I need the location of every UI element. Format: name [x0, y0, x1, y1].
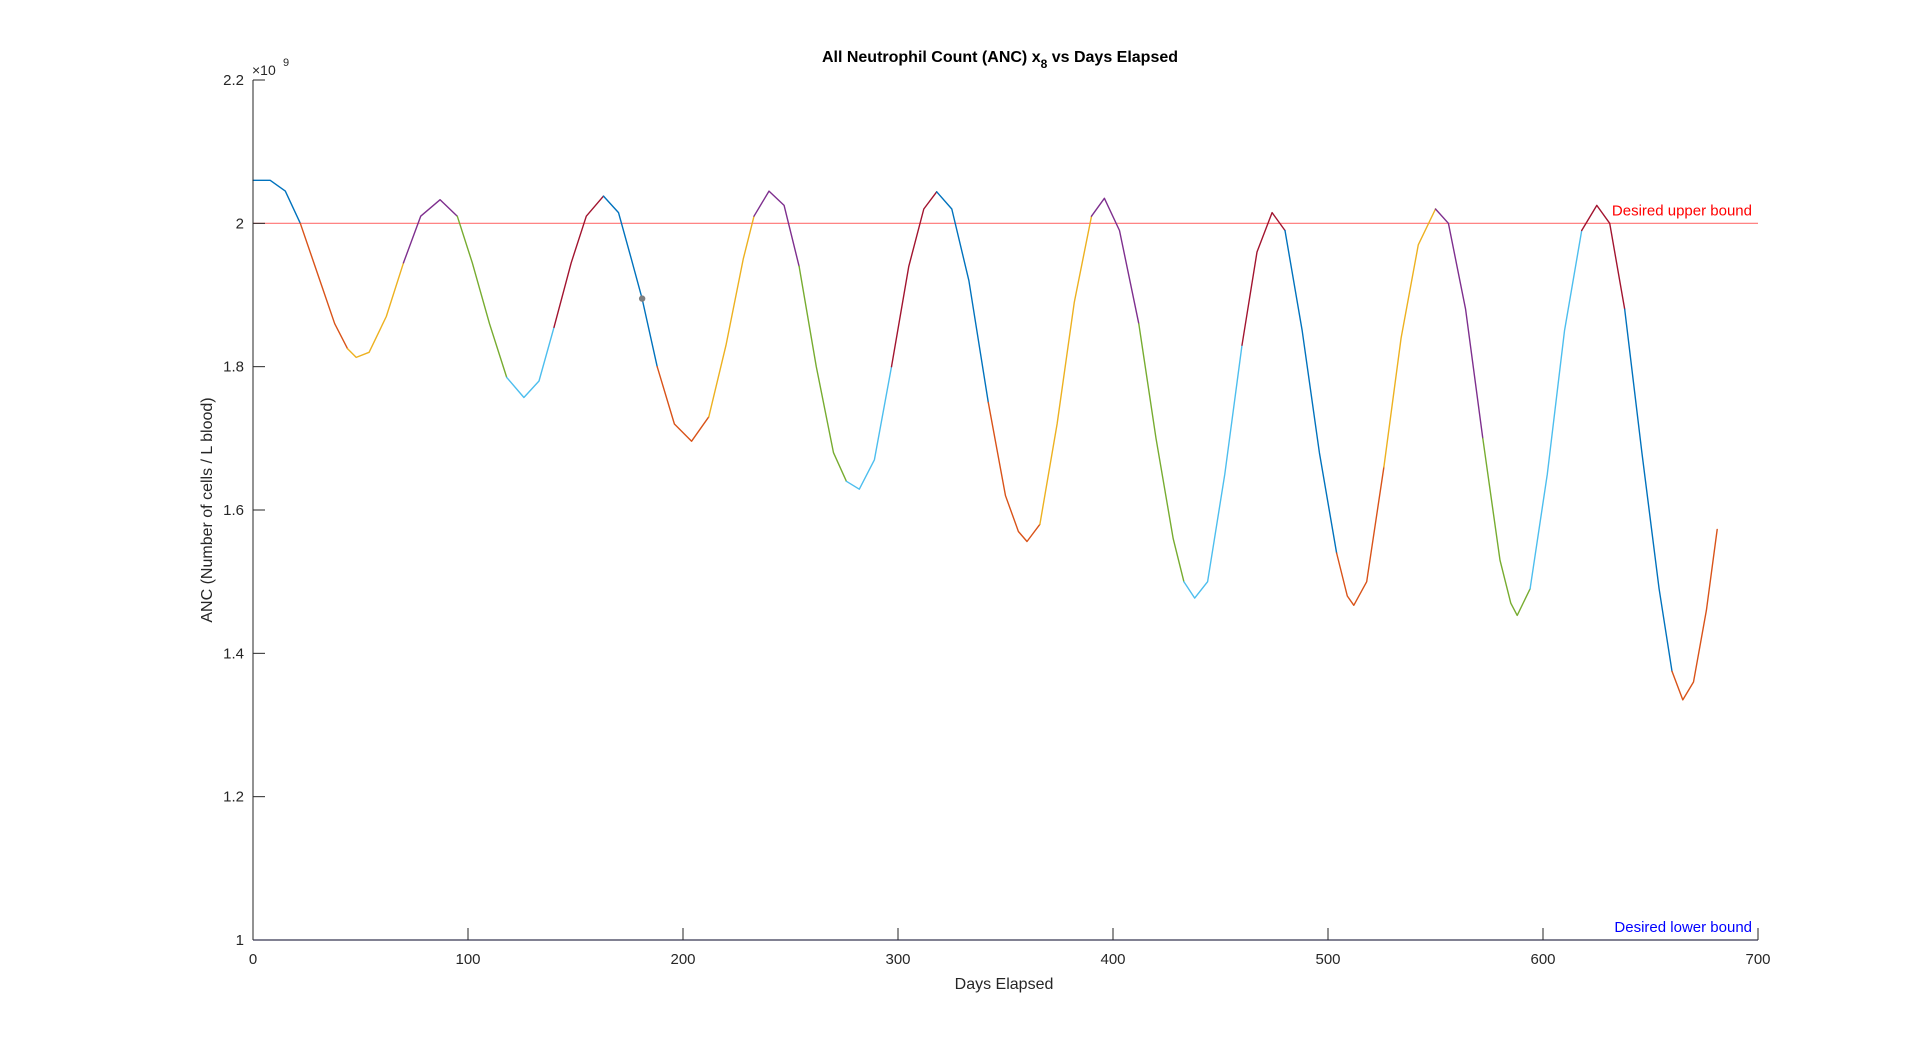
data-marker-layer [638, 295, 646, 302]
x-axis-label: Days Elapsed [955, 976, 1054, 993]
chart-title-rest: vs Days Elapsed [1047, 49, 1178, 66]
curve-segment [936, 191, 989, 404]
chart-title: All Neutrophil Count (ANC) x8 vs Days El… [822, 49, 1178, 71]
curve-segment [402, 199, 458, 264]
curve-segment [456, 215, 508, 379]
x-tick-label: 200 [670, 951, 695, 968]
curve-segment [1581, 204, 1626, 310]
y-exponent-base: ×10 [252, 62, 276, 78]
x-tick-label: 600 [1530, 951, 1555, 968]
curve-segment [602, 195, 658, 368]
curve-segment [1138, 323, 1185, 583]
y-axis-label: ANC (Number of cells / L blood) [199, 397, 216, 622]
curve-segment [299, 222, 349, 350]
curve-segment [1335, 466, 1385, 606]
curve-segment [1183, 344, 1243, 599]
curve-segment [506, 326, 555, 399]
curve-segment [1284, 229, 1338, 554]
x-tick-label: 500 [1315, 951, 1340, 968]
x-tick-label: 300 [885, 951, 910, 968]
y-tick-label: 2 [236, 215, 244, 232]
curve-segment [890, 191, 938, 368]
y-tick-label: 1.4 [223, 645, 244, 662]
curve-segment [1482, 437, 1531, 617]
axes: 0 100 200 300 400 500 600 700 1 1.2 1.4 1.6 1.8 2 2.2 [223, 72, 1770, 968]
curve-segment [252, 179, 301, 224]
y-exponent-label: ×10 9 [252, 57, 289, 78]
y-tick-label: 1 [236, 932, 244, 949]
curve-segment [1039, 215, 1093, 525]
anc-curve [252, 179, 1718, 701]
y-tick-label: 1.6 [223, 502, 244, 519]
y-tick-label: 2.2 [223, 72, 244, 89]
chart-title-main: All Neutrophil Count (ANC) x [822, 49, 1041, 66]
curve-segment [1671, 528, 1718, 701]
curve-segment [1529, 229, 1583, 590]
curve-segment [1434, 208, 1484, 439]
curve-segment [753, 190, 800, 267]
curve-segment [845, 366, 893, 490]
x-tick-label: 700 [1745, 951, 1770, 968]
x-tick-label: 400 [1100, 951, 1125, 968]
curve-segment [798, 265, 848, 482]
curve-segment [987, 401, 1041, 543]
reference-line-label-1: Desired lower bound [1614, 919, 1752, 936]
y-tick-label: 1.8 [223, 359, 244, 376]
curve-segment [553, 195, 605, 328]
x-tick-label: 0 [249, 951, 257, 968]
curve-segment [1241, 211, 1286, 346]
y-tick-label: 1.2 [223, 789, 244, 806]
x-tick-label: 100 [455, 951, 480, 968]
curve-segment [656, 366, 710, 442]
reference-line-label-0: Desired upper bound [1612, 202, 1752, 219]
curve-segment [1624, 308, 1673, 672]
y-exponent-power: 9 [283, 57, 289, 69]
curve-segment [1090, 197, 1140, 325]
chart-title-subscript: 8 [1041, 57, 1048, 71]
data-marker [638, 295, 646, 302]
curve-segment [346, 262, 405, 359]
curve-segment [1383, 208, 1437, 468]
curve-segment [708, 215, 755, 418]
